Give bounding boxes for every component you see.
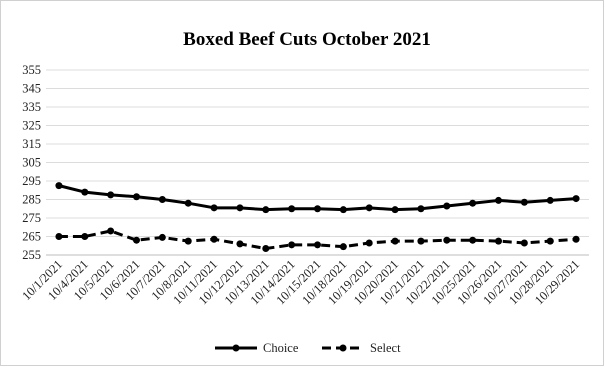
data-point-choice: [184, 199, 192, 207]
legend-label-select: Select: [370, 341, 401, 355]
y-axis-ticks: 255 265 275 285 295 305 315 325 335 345 355: [22, 63, 41, 262]
data-point-select: [158, 233, 166, 241]
data-point-select: [469, 236, 477, 244]
data-point-choice: [133, 193, 140, 201]
data-point-choice: [81, 188, 89, 196]
data-point-choice: [417, 205, 425, 213]
data-point-choice: [443, 202, 451, 210]
series-line-select: [58, 229, 577, 251]
y-tick-label: 345: [22, 82, 41, 96]
y-tick-label: 295: [22, 174, 41, 188]
data-point-choice: [339, 206, 347, 214]
data-point-choice: [469, 199, 477, 207]
data-point-choice: [158, 196, 166, 203]
x-axis-ticks: 10/1/202110/4/202110/5/202110/6/202110/7…: [19, 257, 582, 307]
data-point-select: [81, 233, 89, 240]
gridlines: [46, 69, 589, 256]
legend-item-select: Select: [322, 341, 401, 355]
data-point-select: [133, 236, 140, 244]
data-point-select: [391, 237, 399, 245]
data-point-choice: [236, 204, 244, 212]
data-point-select: [546, 237, 554, 245]
data-point-choice: [107, 191, 115, 199]
data-point-select: [107, 227, 115, 235]
data-point-select: [184, 237, 192, 245]
data-point-select: [210, 235, 218, 243]
series-lines: [55, 182, 580, 253]
data-point-select: [417, 237, 425, 245]
data-point-select: [314, 241, 321, 249]
data-point-select: [495, 237, 502, 245]
legend: Choice Select: [215, 341, 401, 355]
data-point-choice: [210, 204, 218, 212]
data-point-select: [443, 236, 451, 244]
y-tick-label: 355: [22, 63, 41, 77]
data-point-choice: [262, 206, 270, 214]
y-tick-label: 255: [22, 248, 41, 262]
data-point-choice: [365, 204, 373, 212]
data-point-choice: [55, 182, 63, 190]
data-point-select: [55, 233, 63, 240]
legend-marker-select: [339, 344, 347, 352]
legend-item-choice: Choice: [215, 341, 299, 355]
y-tick-label: 325: [22, 119, 41, 133]
data-point-select: [572, 235, 580, 243]
data-point-select: [339, 243, 347, 251]
data-point-choice: [546, 196, 554, 204]
legend-label-choice: Choice: [263, 341, 299, 355]
y-tick-label: 305: [22, 156, 41, 170]
chart-title: Boxed Beef Cuts October 2021: [183, 29, 431, 50]
data-point-select: [365, 239, 373, 247]
data-point-choice: [391, 206, 399, 214]
data-point-select: [262, 245, 270, 253]
series-choice: [55, 182, 580, 214]
data-point-choice: [520, 198, 528, 206]
y-tick-label: 265: [22, 230, 41, 244]
y-tick-label: 335: [22, 100, 41, 114]
data-point-choice: [495, 196, 502, 204]
data-point-select: [288, 241, 296, 249]
data-point-choice: [314, 205, 321, 213]
data-point-choice: [288, 205, 296, 213]
y-tick-label: 275: [22, 211, 41, 225]
series-select: [55, 227, 580, 253]
legend-marker-choice: [232, 344, 240, 352]
y-tick-label: 315: [22, 137, 41, 151]
data-point-choice: [572, 195, 580, 203]
data-point-select: [520, 239, 528, 247]
data-point-select: [236, 240, 244, 248]
y-tick-label: 285: [22, 193, 41, 207]
